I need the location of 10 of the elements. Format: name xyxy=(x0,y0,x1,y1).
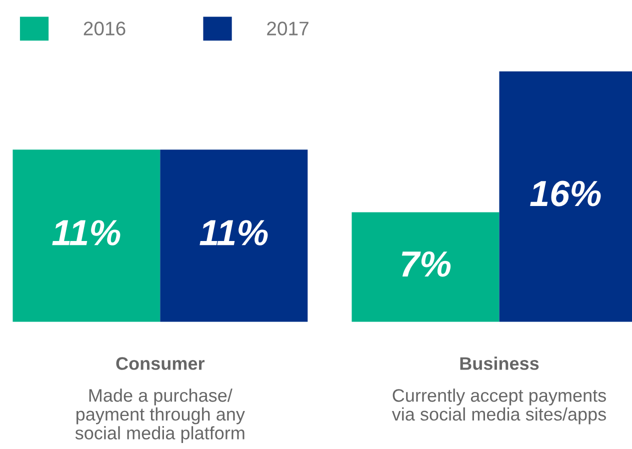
text: Currently accept payments via social media sites/apps xyxy=(392,388,606,424)
legend-label: 2016 xyxy=(84,22,126,36)
data-label: 16% xyxy=(530,180,601,206)
data-label: 11% xyxy=(52,220,120,246)
data-label: 11% xyxy=(200,220,268,246)
x-tick-label: Business xyxy=(460,356,539,370)
x-tick-label: Consumer xyxy=(116,357,205,370)
text: Made a purchase/ payment through any social media platform xyxy=(75,388,245,444)
legend-label: 2017 xyxy=(267,22,308,36)
data-label: 7% xyxy=(402,251,451,277)
